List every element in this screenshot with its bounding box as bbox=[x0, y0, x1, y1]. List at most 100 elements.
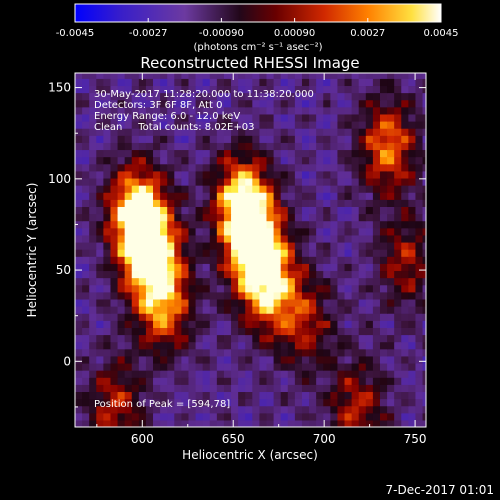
heatmap-cell bbox=[174, 412, 182, 421]
heatmap-cell bbox=[372, 384, 381, 393]
heatmap-cell bbox=[231, 142, 239, 151]
heatmap-cell bbox=[309, 249, 317, 257]
heatmap-cell bbox=[153, 113, 161, 122]
heatmap-cell bbox=[195, 284, 204, 293]
heatmap-cell bbox=[245, 355, 253, 364]
heatmap-cell bbox=[372, 341, 381, 350]
heatmap-cell bbox=[301, 355, 310, 364]
heatmap-cell bbox=[365, 291, 374, 300]
heatmap-cell bbox=[266, 241, 275, 250]
heatmap-cell bbox=[337, 206, 346, 215]
heatmap-cell bbox=[131, 135, 140, 143]
heatmap-cell bbox=[216, 149, 225, 158]
heatmap-cell bbox=[351, 170, 360, 179]
heatmap-cell bbox=[415, 120, 424, 129]
heatmap-cell bbox=[351, 227, 360, 236]
x-tick-label: 750 bbox=[404, 432, 427, 446]
heatmap-cell bbox=[351, 256, 360, 264]
heatmap-cell bbox=[266, 227, 275, 236]
heatmap-cell bbox=[394, 128, 402, 136]
heatmap-cell bbox=[138, 320, 147, 328]
heatmap-cell bbox=[124, 163, 133, 172]
heatmap-cell bbox=[394, 348, 402, 357]
heatmap-cell bbox=[365, 128, 374, 136]
heatmap-cell bbox=[138, 355, 147, 364]
heatmap-cell bbox=[188, 120, 197, 129]
heatmap-cell bbox=[238, 370, 246, 378]
heatmap-cell bbox=[209, 384, 218, 393]
heatmap-cell bbox=[422, 73, 426, 79]
heatmap-cell bbox=[358, 149, 367, 158]
heatmap-cell bbox=[415, 78, 424, 87]
heatmap-cell bbox=[202, 284, 211, 293]
heatmap-cell bbox=[323, 263, 331, 272]
heatmap-cell bbox=[365, 234, 374, 243]
heatmap-cell bbox=[294, 298, 303, 307]
heatmap-cell bbox=[351, 306, 360, 314]
heatmap-cell bbox=[358, 185, 367, 193]
heatmap-cell bbox=[103, 320, 112, 328]
heatmap-cell bbox=[138, 241, 147, 250]
heatmap-cell bbox=[231, 277, 239, 286]
heatmap-cell bbox=[174, 199, 182, 207]
heatmap-cell bbox=[294, 256, 303, 264]
heatmap-cell bbox=[103, 73, 112, 79]
heatmap-cell bbox=[188, 327, 197, 336]
heatmap-cell bbox=[344, 384, 353, 393]
heatmap-cell bbox=[131, 370, 140, 378]
heatmap-cell bbox=[181, 234, 190, 243]
heatmap-cell bbox=[231, 320, 239, 328]
heatmap-cell bbox=[408, 177, 417, 186]
heatmap-cell bbox=[408, 341, 417, 350]
heatmap-cell bbox=[138, 149, 147, 158]
heatmap-cell bbox=[195, 405, 204, 414]
heatmap-cell bbox=[259, 220, 268, 229]
heatmap-cell bbox=[372, 78, 381, 87]
heatmap-cell bbox=[323, 185, 331, 193]
heatmap-cell bbox=[216, 199, 225, 207]
heatmap-cell bbox=[117, 370, 126, 378]
heatmap-cell bbox=[280, 206, 289, 215]
heatmap-cell bbox=[117, 419, 126, 427]
heatmap-cell bbox=[131, 334, 140, 343]
x-axis-label: Heliocentric X (arcsec) bbox=[182, 448, 318, 462]
heatmap-cell bbox=[394, 291, 402, 300]
heatmap-cell bbox=[301, 73, 310, 79]
heatmap-cell bbox=[309, 270, 317, 279]
heatmap-cell bbox=[138, 106, 147, 115]
heatmap-cell bbox=[209, 142, 218, 151]
heatmap-cell bbox=[89, 348, 97, 357]
heatmap-cell bbox=[259, 99, 268, 108]
heatmap-cell bbox=[138, 185, 147, 193]
heatmap-cell bbox=[316, 277, 324, 286]
heatmap-cell bbox=[280, 419, 289, 427]
heatmap-cell bbox=[117, 185, 126, 193]
heatmap-cell bbox=[96, 220, 104, 229]
heatmap-cell bbox=[309, 142, 317, 151]
heatmap-cell bbox=[167, 192, 175, 200]
heatmap-cell bbox=[110, 73, 119, 79]
heatmap-cell bbox=[365, 163, 374, 172]
heatmap-cell bbox=[330, 220, 339, 229]
heatmap-cell bbox=[323, 291, 331, 300]
heatmap-cell bbox=[231, 149, 239, 158]
heatmap-cell bbox=[245, 398, 253, 407]
heatmap-cell bbox=[401, 341, 409, 350]
heatmap-cell bbox=[379, 163, 388, 172]
heatmap-cell bbox=[202, 163, 211, 172]
heatmap-cell bbox=[153, 298, 161, 307]
heatmap-cell bbox=[124, 206, 133, 215]
heatmap-cell bbox=[82, 284, 90, 293]
heatmap-cell bbox=[160, 277, 168, 286]
heatmap-cell bbox=[351, 291, 360, 300]
heatmap-cell bbox=[408, 377, 417, 385]
heatmap-cell bbox=[330, 306, 339, 314]
heatmap-cell bbox=[202, 142, 211, 151]
heatmap-cell bbox=[174, 362, 182, 371]
heatmap-cell bbox=[96, 291, 104, 300]
heatmap-cell bbox=[75, 177, 83, 186]
heatmap-cell bbox=[124, 78, 133, 87]
heatmap-cell bbox=[138, 192, 147, 200]
heatmap-cell bbox=[337, 92, 346, 101]
heatmap-cell bbox=[202, 199, 211, 207]
